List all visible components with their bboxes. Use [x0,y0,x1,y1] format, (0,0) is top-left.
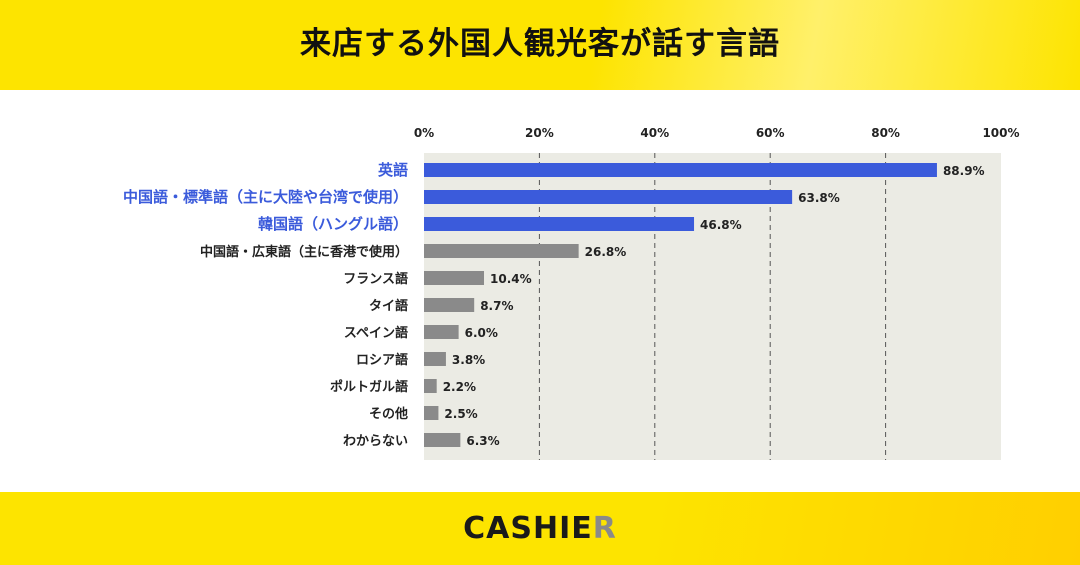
value-label: 8.7% [480,299,513,313]
category-label: ロシア語 [356,352,408,368]
category-label: ポルトガル語 [330,379,408,395]
category-label: 中国語・広東語（主に香港で使用） [200,244,408,260]
value-label: 2.2% [443,380,476,394]
value-label: 46.8% [700,218,742,232]
bar [424,190,793,204]
bar [424,433,461,447]
value-label: 26.8% [585,245,627,259]
category-label: 韓国語（ハングル語） [258,215,408,233]
x-tick-label: 80% [871,126,900,140]
value-label: 10.4% [490,272,532,286]
x-tick-label: 60% [756,126,785,140]
x-tick-label: 40% [640,126,669,140]
category-label: フランス語 [343,271,408,287]
value-label: 88.9% [943,164,985,178]
category-label: わからない [343,434,408,449]
x-tick-label: 20% [525,126,554,140]
bar [424,325,459,339]
page-title: 来店する外国人観光客が話す言語 [300,26,780,62]
bar [424,298,475,312]
category-label: タイ語 [369,298,408,314]
brand-logo: CASHIER [0,492,1080,565]
x-tick-label: 100% [982,126,1019,140]
bar [424,271,485,285]
value-label: 2.5% [444,407,477,421]
header-banner: 来店する外国人観光客が話す言語 [0,0,1080,90]
category-label: スペイン語 [344,325,408,341]
bar [424,217,695,231]
value-label: 6.3% [466,434,499,448]
bar [424,163,937,177]
bar [424,244,579,258]
bar [424,379,437,393]
bar [424,352,446,366]
category-label: その他 [369,406,408,422]
category-label: 英語 [378,161,408,179]
footer-banner: CASHIER [0,492,1080,565]
value-label: 3.8% [452,353,485,367]
x-tick-label: 0% [414,126,434,140]
value-label: 6.0% [465,326,498,340]
value-label: 63.8% [798,191,840,205]
bar [424,406,439,420]
category-label: 中国語・標準語（主に大陸や台湾で使用） [123,188,408,206]
logo-main: CASHIE [463,511,593,546]
logo-last-letter: R [592,511,617,546]
plot-area [424,153,1001,460]
